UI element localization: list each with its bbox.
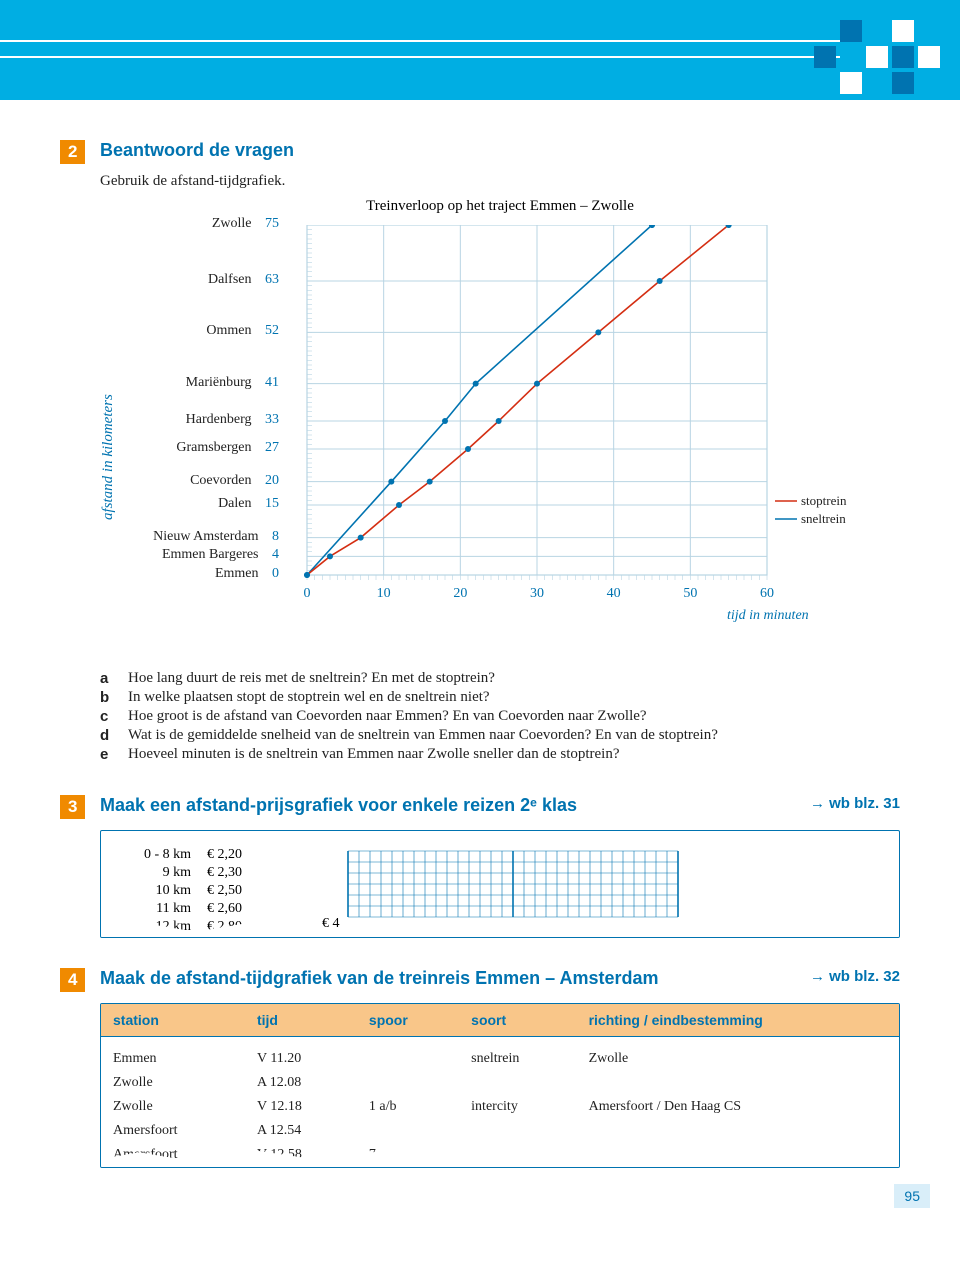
exercise-subtitle: Gebruik de afstand-tijdgrafiek.	[100, 173, 900, 190]
table-cell	[459, 1119, 576, 1143]
question-item: cHoe groot is de afstand van Coevorden n…	[100, 708, 900, 725]
price-row: 11 km€ 2,60	[121, 901, 242, 917]
table-cell	[577, 1119, 899, 1143]
question-item: eHoeveel minuten is de sneltrein van Emm…	[100, 746, 900, 763]
exercise-number: 2	[60, 140, 85, 164]
station-label: Dalen 15	[218, 496, 279, 512]
table-cell	[357, 1119, 459, 1143]
table-cell: Emmen	[101, 1037, 245, 1072]
svg-text:30: 30	[530, 586, 544, 601]
svg-text:60: 60	[760, 586, 774, 601]
table-cell	[357, 1071, 459, 1095]
distance-time-chart: afstand in kilometers Zwolle 75Dalfsen 6…	[100, 225, 900, 650]
table-cell: Zwolle	[101, 1071, 245, 1095]
table-cell	[459, 1143, 576, 1167]
station-label: Gramsbergen 27	[176, 440, 279, 456]
station-label: Dalfsen 63	[208, 272, 279, 288]
table-row: AmersfoortA 12.54	[101, 1119, 899, 1143]
workbook-ref: wb blz. 32	[810, 968, 900, 985]
table-cell: A 12.54	[245, 1119, 357, 1143]
price-row: 9 km€ 2,30	[121, 865, 242, 881]
table-cell: intercity	[459, 1095, 576, 1119]
svg-text:stoptrein: stoptrein	[801, 493, 847, 508]
station-label: Nieuw Amsterdam 8	[153, 529, 279, 545]
table-cell	[357, 1037, 459, 1072]
svg-text:0: 0	[304, 586, 311, 601]
station-label: Zwolle 75	[212, 216, 279, 232]
table-cell: Zwolle	[577, 1037, 899, 1072]
page-number: 95	[894, 1184, 930, 1208]
table-cell: V 12.58	[245, 1143, 357, 1167]
exercise-3: 3 Maak een afstand-prijsgrafiek voor enk…	[60, 795, 900, 938]
exercise-number: 4	[60, 968, 85, 992]
table-header: soort	[459, 1004, 576, 1037]
table-cell: A 12.08	[245, 1071, 357, 1095]
table-row: EmmenV 11.20 sneltreinZwolle	[101, 1037, 899, 1072]
station-label: Coevorden 20	[190, 473, 279, 489]
workbook-ref: wb blz. 31	[810, 795, 900, 812]
exercise-number: 3	[60, 795, 85, 819]
price-grid	[344, 847, 684, 927]
exercise-4: 4 Maak de afstand-tijdgrafiek van de tre…	[60, 968, 900, 1168]
price-grid-label: € 4	[322, 916, 340, 932]
table-cell: 1 a/b	[357, 1095, 459, 1119]
table-cell: Zwolle	[101, 1095, 245, 1119]
svg-text:10: 10	[377, 586, 391, 601]
table-header: tijd	[245, 1004, 357, 1037]
question-item: bIn welke plaatsen stopt de stoptrein we…	[100, 689, 900, 706]
svg-text:tijd in minuten: tijd in minuten	[727, 608, 809, 623]
chart-station-labels: Zwolle 75Dalfsen 63Ommen 52Mariënburg 41…	[127, 225, 287, 595]
svg-text:50: 50	[683, 586, 697, 601]
price-row: 12 km€ 2,80	[121, 919, 242, 935]
table-row: AmersfoortV 12.587	[101, 1143, 899, 1167]
table-cell	[459, 1071, 576, 1095]
exercise-title-text: Maak een afstand-prijsgrafiek voor enkel…	[100, 795, 577, 815]
station-label: Mariënburg 41	[186, 375, 279, 391]
table-row: ZwolleV 12.181 a/bintercityAmersfoort / …	[101, 1095, 899, 1119]
exercise-title: Maak een afstand-prijsgrafiek voor enkel…	[100, 795, 900, 816]
price-panel: 0 - 8 km€ 2,20 9 km€ 2,30 10 km€ 2,50 11 km…	[100, 830, 900, 938]
question-item: aHoe lang duurt de reis met de sneltrein…	[100, 670, 900, 687]
price-row: 0 - 8 km€ 2,20	[121, 847, 242, 863]
exercise-title: Maak de afstand-tijdgrafiek van de trein…	[100, 968, 900, 989]
svg-text:sneltrein: sneltrein	[801, 511, 846, 526]
table-header: station	[101, 1004, 245, 1037]
exercise-2: 2 Beantwoord de vragen Gebruik de afstan…	[60, 140, 900, 765]
table-row: ZwolleA 12.08	[101, 1071, 899, 1095]
table-header: richting / eindbestemming	[577, 1004, 899, 1037]
table-cell: V 12.18	[245, 1095, 357, 1119]
svg-text:40: 40	[607, 586, 621, 601]
question-item: dWat is de gemiddelde snelheid van de sn…	[100, 727, 900, 744]
table-cell: sneltrein	[459, 1037, 576, 1072]
chart-svg: 0 10 20 30 40 50 60 tijd in minuten sneltrein sto…	[297, 225, 857, 645]
table-header: spoor	[357, 1004, 459, 1037]
header-pixel-decor	[814, 20, 940, 94]
timetable: stationtijdspoorsoortrichting / eindbest…	[101, 1004, 899, 1167]
table-cell: Amersfoort	[101, 1143, 245, 1167]
price-row: 10 km€ 2,50	[121, 883, 242, 899]
station-label: Hardenberg 33	[186, 412, 279, 428]
table-cell: V 11.20	[245, 1037, 357, 1072]
question-list: aHoe lang duurt de reis met de sneltrein…	[100, 670, 900, 763]
table-cell: Amersfoort / Den Haag CS	[577, 1095, 899, 1119]
table-cell: 7	[357, 1143, 459, 1167]
table-cell	[577, 1071, 899, 1095]
timetable-panel: stationtijdspoorsoortrichting / eindbest…	[100, 1003, 900, 1168]
exercise-title-text: Maak de afstand-tijdgrafiek van de trein…	[100, 968, 659, 988]
header-banner	[0, 0, 960, 100]
station-label: Emmen 0	[215, 566, 279, 582]
chart-title: Treinverloop op het traject Emmen – Zwol…	[100, 198, 900, 215]
table-cell	[577, 1143, 899, 1167]
station-label: Emmen Bargeres 4	[162, 547, 279, 563]
svg-text:20: 20	[453, 586, 467, 601]
exercise-title: Beantwoord de vragen	[100, 140, 900, 161]
table-cell: Amersfoort	[101, 1119, 245, 1143]
price-list: 0 - 8 km€ 2,20 9 km€ 2,30 10 km€ 2,50 11 km…	[121, 847, 242, 937]
station-label: Ommen 52	[206, 323, 279, 339]
chart-ylabel: afstand in kilometers	[100, 225, 117, 650]
